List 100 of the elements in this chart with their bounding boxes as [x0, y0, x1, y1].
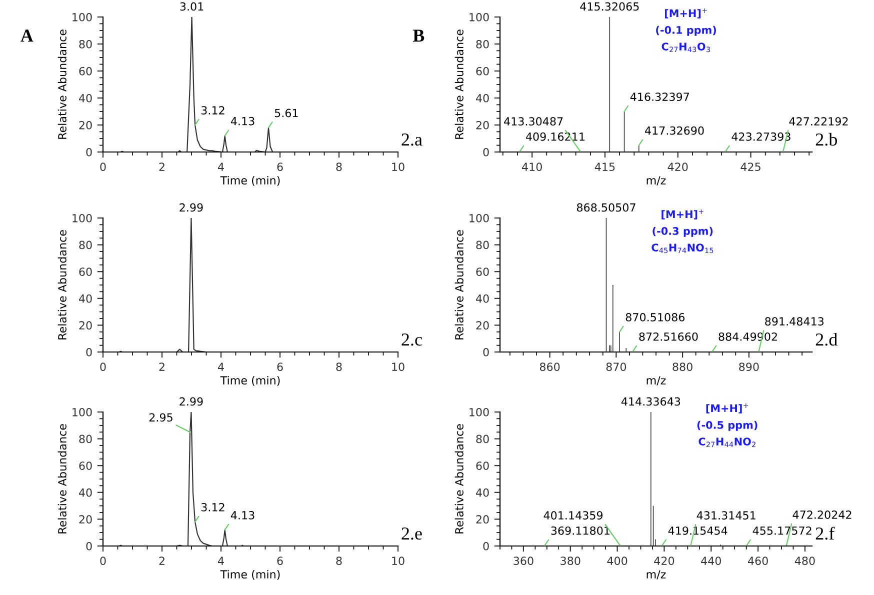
annotation: 5.61 [274, 108, 298, 118]
annotation: 401.14359 [544, 511, 603, 520]
y-tick-label: 100 [72, 408, 92, 416]
x-axis-title: Time (min) [220, 570, 280, 580]
x-tick-label: 2 [159, 556, 164, 565]
y-tick-label: 20 [79, 515, 92, 524]
x-axis-title: m/z [646, 176, 666, 186]
x-tick-label: 4 [218, 162, 224, 171]
annotation: 416.32397 [630, 92, 689, 102]
y-tick-label: 20 [476, 321, 489, 330]
y-tick-label: 0 [86, 542, 92, 550]
x-tick-label: 6 [277, 556, 283, 566]
x-tick-label: 415 [594, 162, 615, 172]
annotation: C$_{45}$H$_{74}$NO$_{15}$ [652, 244, 714, 254]
y-tick-label: 80 [476, 40, 489, 48]
annotation: 891.48413 [765, 317, 824, 326]
annotation: 2.95 [149, 413, 172, 422]
y-tick-label: 60 [79, 462, 92, 470]
annotation: 414.33643 [621, 397, 680, 406]
y-tick-label: 60 [79, 66, 92, 76]
annotation: 427.22192 [789, 117, 848, 126]
annotation: 3.12 [201, 106, 224, 115]
x-axis-title: Time (min) [220, 376, 280, 386]
y-axis-title: Relative Abundance [454, 230, 464, 340]
annotation: 4.13 [230, 116, 254, 126]
x-tick-label: 10 [392, 556, 404, 566]
x-tick-label: 6 [277, 162, 283, 172]
y-tick-label: 0 [483, 542, 489, 550]
annotation: 3.12 [201, 502, 224, 512]
x-tick-label: 440 [701, 556, 721, 566]
y-tick-label: 0 [483, 148, 489, 156]
annotation: 868.50507 [576, 203, 636, 212]
y-tick-label: 40 [476, 94, 489, 102]
annotation: 870.51086 [626, 313, 685, 322]
x-tick-label: 420 [668, 162, 688, 172]
x-tick-label: 2 [159, 162, 164, 171]
y-tick-label: 60 [476, 268, 489, 276]
y-tick-label: 0 [86, 148, 92, 156]
x-tick-label: 860 [540, 362, 560, 372]
y-tick-label: 80 [476, 240, 489, 250]
x-tick-label: 880 [672, 362, 692, 372]
annotation: (-0.5 ppm) [697, 420, 758, 431]
text: 2.f [816, 526, 835, 540]
annotation: 369.11801 [551, 526, 610, 535]
text: 2.e [402, 528, 422, 540]
x-tick-label: 4 [218, 556, 224, 565]
y-tick-label: 100 [470, 214, 489, 222]
x-tick-label: 8 [336, 162, 342, 172]
y-tick-label: 20 [79, 120, 92, 130]
x-tick-label: 480 [794, 556, 815, 566]
text: B [412, 30, 424, 42]
y-tick-label: 40 [78, 94, 92, 102]
x-tick-label: 400 [607, 556, 628, 566]
y-tick-label: 40 [78, 294, 92, 303]
y-tick-label: 0 [483, 348, 489, 356]
x-tick-label: 10 [392, 362, 404, 372]
text: 2.b [816, 132, 837, 146]
annotation: C$_{27}$H$_{44}$NO$_{2}$ [698, 438, 756, 448]
annotation: 415.32065 [580, 2, 639, 11]
x-tick-label: 360 [514, 556, 534, 566]
y-tick-label: 0 [86, 348, 92, 356]
x-axis-title: Time (min) [220, 176, 280, 186]
y-axis-title: Relative Abundance [58, 230, 66, 340]
y-tick-label: 80 [79, 40, 92, 48]
x-axis-title: m/z [646, 570, 666, 580]
x-tick-label: 420 [654, 556, 674, 566]
annotation: 2.99 [180, 397, 203, 406]
annotation: (-0.1 ppm) [656, 26, 716, 36]
x-tick-label: 8 [336, 556, 342, 566]
y-tick-label: 40 [476, 294, 489, 303]
y-tick-label: 60 [79, 268, 92, 276]
y-tick-label: 20 [79, 321, 92, 330]
x-tick-label: 8 [336, 362, 342, 372]
text: 2.c [402, 334, 422, 346]
text: 2.a [402, 134, 422, 146]
y-tick-label: 20 [476, 120, 489, 130]
y-tick-label: 80 [476, 434, 489, 444]
annotation: 472.20242 [792, 510, 852, 519]
annotation: 3.01 [180, 2, 204, 11]
annotation: 872.51660 [639, 332, 698, 341]
y-tick-label: 100 [72, 12, 92, 22]
x-tick-label: 0 [100, 556, 106, 566]
x-tick-label: 4 [218, 362, 224, 371]
annotation: [M+H]$^{+}$ [706, 403, 748, 414]
x-tick-label: 2 [159, 362, 164, 371]
annotation: [M+H]$^{+}$ [662, 209, 704, 220]
x-tick-label: 0 [100, 362, 106, 372]
text: 2.d [816, 332, 838, 346]
y-tick-label: 80 [79, 434, 92, 444]
annotation: 2.99 [180, 203, 203, 212]
y-tick-label: 80 [79, 240, 92, 250]
x-tick-label: 6 [277, 362, 283, 372]
y-axis-title: Relative Abundance [454, 30, 464, 139]
annotation: [M+H]$^{+}$ [665, 8, 707, 18]
y-axis-title: Relative Abundance [454, 424, 464, 534]
text: A [20, 30, 34, 42]
y-tick-label: 40 [476, 488, 489, 497]
y-tick-label: 100 [470, 408, 489, 416]
annotation: C$_{27}$H$_{43}$O$_{3}$ [662, 42, 710, 52]
x-axis-title: m/z [646, 376, 666, 386]
